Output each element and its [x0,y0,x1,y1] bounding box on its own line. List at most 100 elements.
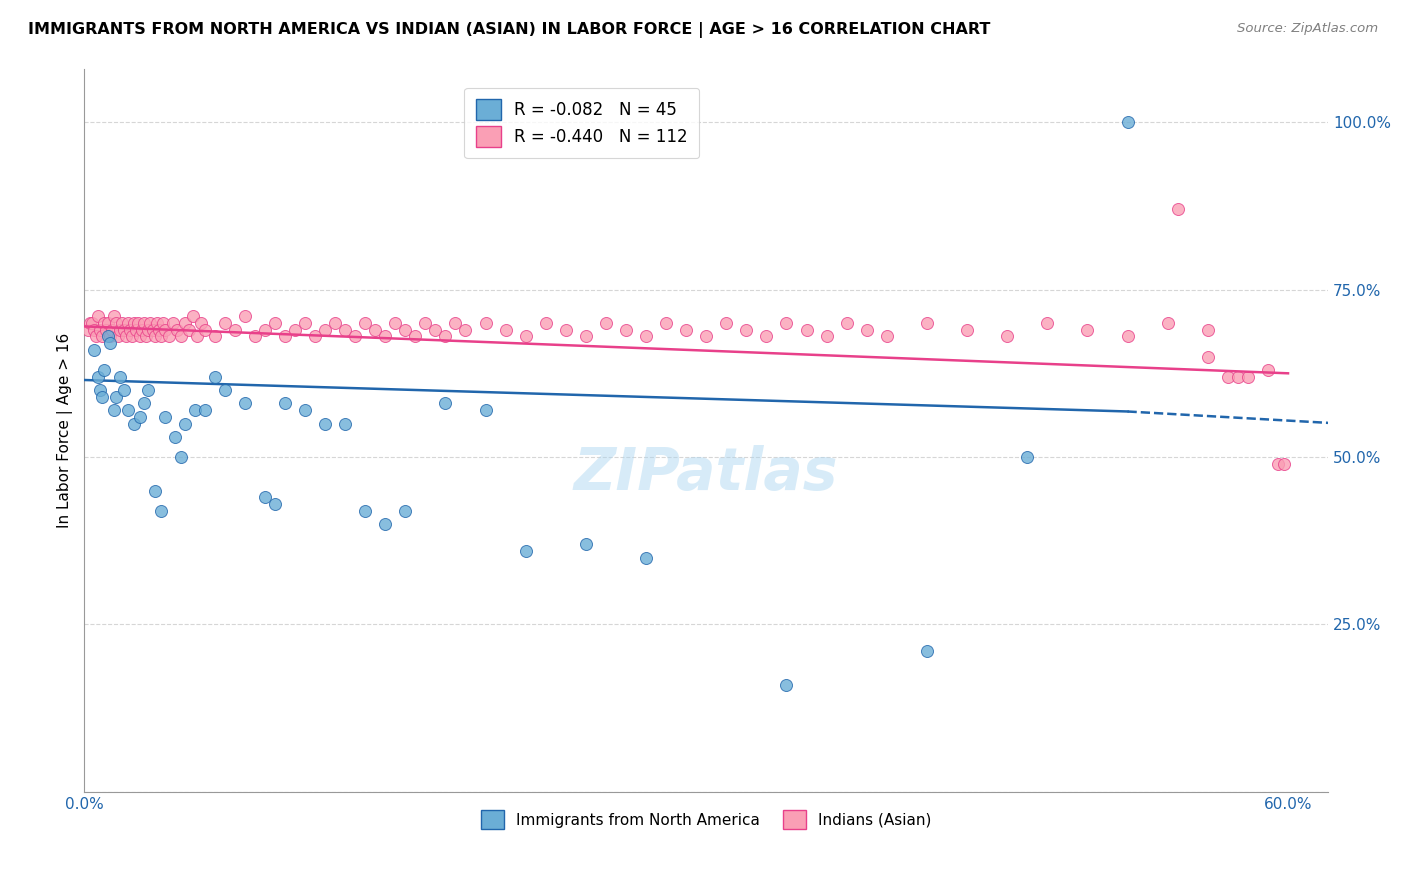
Point [91,329,114,343]
Point [444,316,467,330]
Point [194,403,217,417]
Point [157,329,180,343]
Point [82,316,104,330]
Point [153,409,176,424]
Point [190,316,212,330]
Point [294,316,316,330]
Point [655,316,678,330]
Point [107,329,129,343]
Point [233,396,256,410]
Point [183,403,205,417]
Point [105,316,128,330]
Point [121,329,143,343]
Point [384,316,406,330]
Point [675,323,697,337]
Point [83,343,105,357]
Point [253,323,276,337]
Point [103,310,125,324]
Point [173,316,195,330]
Point [1257,363,1279,377]
Point [169,450,191,464]
Point [364,323,387,337]
Point [815,329,838,343]
Point [404,329,426,343]
Point [117,403,139,417]
Point [204,329,226,343]
Text: Source: ZipAtlas.com: Source: ZipAtlas.com [1237,22,1378,36]
Point [755,329,778,343]
Point [374,516,396,531]
Point [1076,323,1098,337]
Point [575,537,598,551]
Point [1197,323,1219,337]
Point [1116,329,1139,343]
Point [1216,369,1239,384]
Point [89,323,111,337]
Point [110,369,132,384]
Point [117,316,139,330]
Point [1197,350,1219,364]
Point [169,329,191,343]
Point [143,329,166,343]
Point [415,316,437,330]
Point [454,323,477,337]
Point [135,329,157,343]
Point [1267,457,1289,471]
Point [89,383,111,397]
Point [314,417,336,431]
Point [141,323,163,337]
Point [105,390,128,404]
Point [97,329,120,343]
Point [152,316,174,330]
Point [314,323,336,337]
Point [515,329,537,343]
Point [173,417,195,431]
Point [294,403,316,417]
Point [1167,202,1189,217]
Point [134,316,156,330]
Point [354,316,377,330]
Point [956,323,979,337]
Point [434,396,457,410]
Point [474,403,496,417]
Point [214,383,236,397]
Point [434,329,457,343]
Point [394,503,416,517]
Point [129,409,152,424]
Point [1272,457,1295,471]
Point [166,323,188,337]
Point [124,417,146,431]
Point [96,323,118,337]
Point [111,316,134,330]
Point [695,329,717,343]
Point [181,310,204,324]
Point [835,316,858,330]
Point [575,329,598,343]
Point [876,329,898,343]
Point [97,316,120,330]
Point [91,390,114,404]
Point [614,323,637,337]
Point [194,323,217,337]
Point [93,316,115,330]
Point [110,323,132,337]
Point [274,396,297,410]
Point [214,316,236,330]
Point [1226,369,1249,384]
Point [138,323,160,337]
Y-axis label: In Labor Force | Age > 16: In Labor Force | Age > 16 [58,333,73,528]
Point [534,316,557,330]
Point [515,544,537,558]
Point [139,316,162,330]
Point [1017,450,1039,464]
Point [145,316,167,330]
Point [775,678,797,692]
Point [115,329,138,343]
Point [264,316,287,330]
Point [394,323,416,337]
Point [1237,369,1260,384]
Point [1156,316,1178,330]
Point [186,329,208,343]
Point [125,323,148,337]
Point [595,316,617,330]
